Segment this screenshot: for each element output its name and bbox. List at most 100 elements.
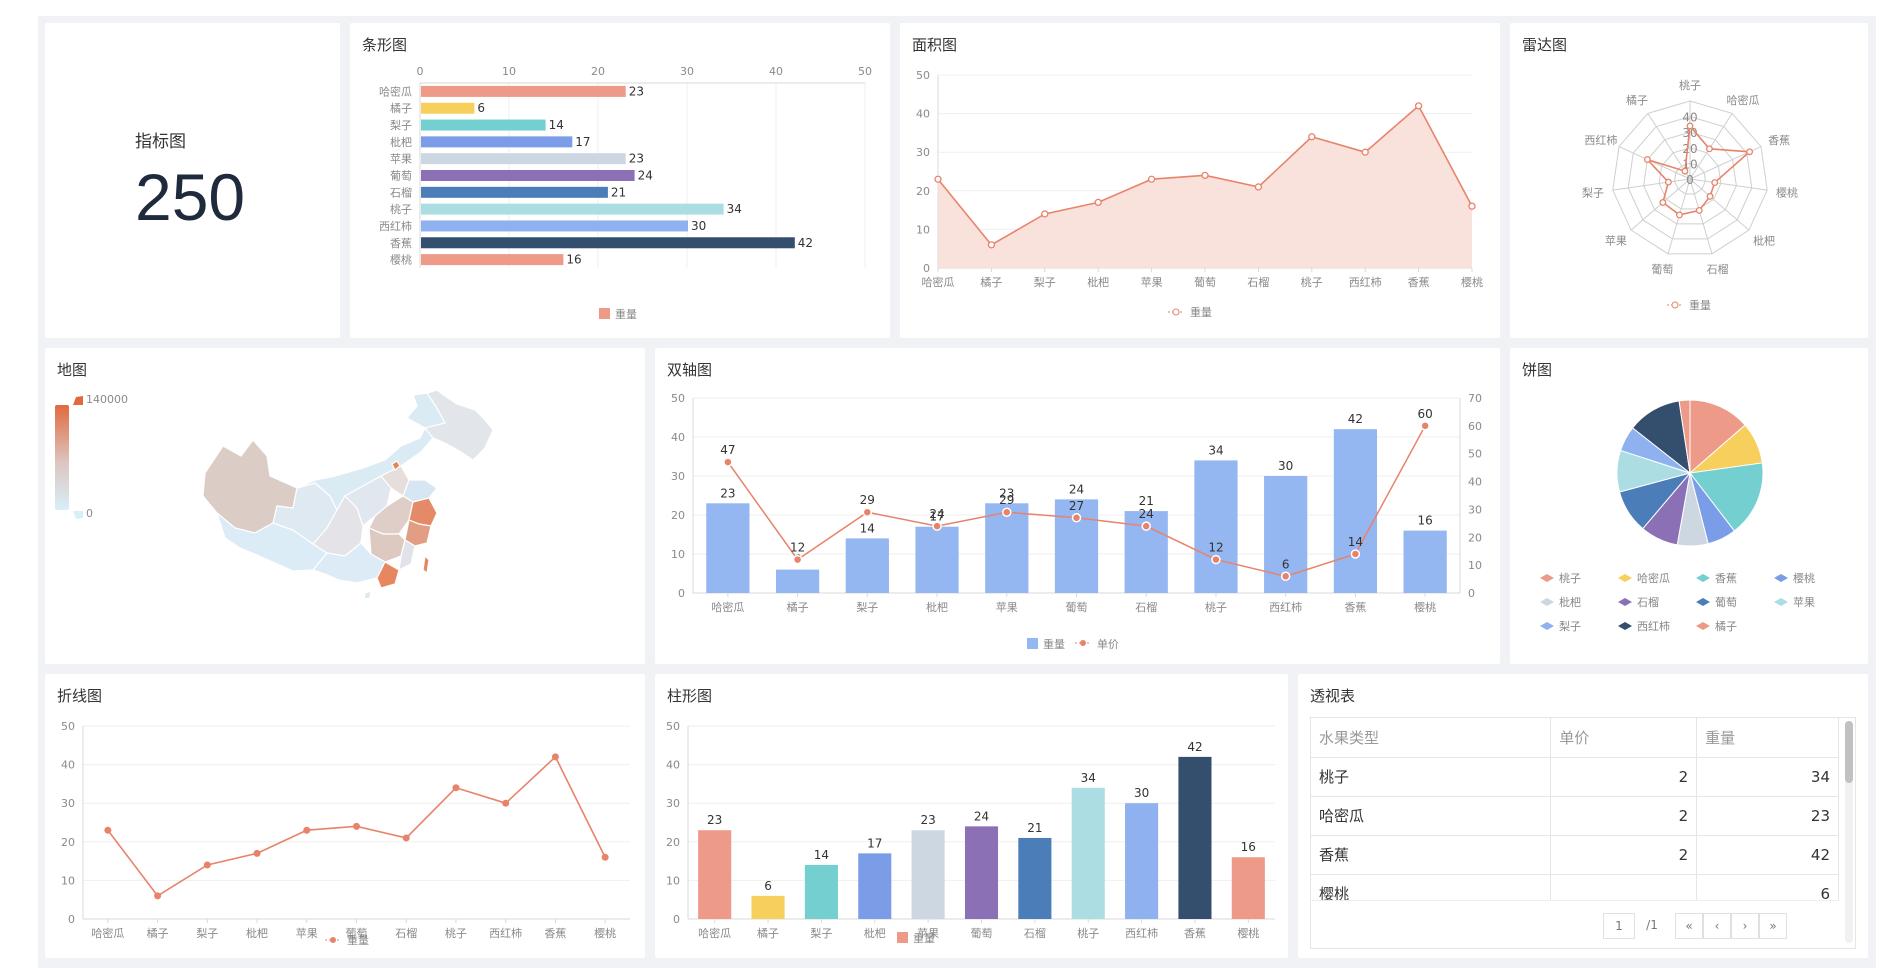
first-page-button[interactable]: « <box>1675 913 1703 939</box>
cell-weight: 23 <box>1696 796 1839 836</box>
x-tick-label: 40 <box>769 65 783 78</box>
area-fill <box>938 105 1472 268</box>
page-number-input[interactable]: 1 <box>1603 913 1635 939</box>
x-tick-label: 西红柿 <box>1125 926 1158 940</box>
visual-map-handle-max[interactable] <box>73 396 83 405</box>
pie-slice <box>1689 462 1764 532</box>
x-tick-label: 西红柿 <box>1349 275 1382 289</box>
data-point <box>502 799 510 807</box>
region-fujian[interactable] <box>398 539 416 572</box>
y-tick-label: 0 <box>678 587 685 600</box>
radar-series-line <box>1644 124 1752 216</box>
y-tick-label: 桃子 <box>390 202 412 216</box>
column-header-unit-price[interactable]: 单价 <box>1550 718 1698 758</box>
column-chart-card: 柱形图 0 10 20 30 40 50 哈密瓜 橘子 梨子 枇杷 苹果 葡萄 石榴 桃子 西红柿 香蕉 樱桃 2… <box>655 674 1288 958</box>
y-right-tick-label: 20 <box>1468 531 1482 544</box>
x-tick-label: 桃子 <box>1301 275 1323 289</box>
visual-map-bar[interactable] <box>55 405 69 510</box>
data-label: 6 <box>764 879 772 893</box>
vertical-scrollbar[interactable] <box>1845 721 1853 943</box>
legend-label: 重量 <box>347 933 369 947</box>
y-tick-label: 30 <box>61 797 75 810</box>
radar-axis-label: 葡萄 <box>1651 263 1673 276</box>
data-point <box>1468 202 1476 210</box>
indicator-name: 指标图 <box>135 132 186 152</box>
region-beijing[interactable] <box>391 460 401 471</box>
line-data-label: 47 <box>720 443 735 457</box>
radar-point <box>1711 179 1719 187</box>
x-tick-label: 樱桃 <box>594 926 616 940</box>
x-tick-label: 苹果 <box>917 926 939 940</box>
legend-label: 香蕉 <box>1715 572 1737 585</box>
x-tick-label: 葡萄 <box>346 927 368 940</box>
column-bar <box>911 830 945 919</box>
data-label: 34 <box>727 202 742 216</box>
last-page-button[interactable]: » <box>1759 913 1787 939</box>
column-chart: 0 10 20 30 40 50 哈密瓜 橘子 梨子 枇杷 苹果 葡萄 石榴 桃子 西红柿 香蕉 樱桃 23 6 14… <box>666 720 1275 945</box>
y-tick-label: 香蕉 <box>390 237 412 250</box>
y-tick-label: 枇杷 <box>390 135 412 149</box>
y-right-tick-label: 0 <box>1468 587 1475 600</box>
bar-data-label: 34 <box>1208 443 1223 457</box>
prev-page-button[interactable]: ‹ <box>1703 913 1731 939</box>
x-tick-label: 梨子 <box>196 926 218 940</box>
cell-weight: 34 <box>1696 757 1839 797</box>
x-tick-label: 哈密瓜 <box>922 275 955 289</box>
legend-label: 重量 <box>1689 298 1711 312</box>
radar-spoke <box>1689 178 1713 254</box>
card-title: 双轴图 <box>667 361 713 379</box>
legend-label: 苹果 <box>1793 595 1815 609</box>
region-taiwan[interactable] <box>422 554 430 575</box>
legend-marker <box>1618 622 1632 630</box>
y-right-tick-label: 70 <box>1468 392 1482 405</box>
region-guangdong[interactable] <box>376 561 400 589</box>
x-tick-label: 20 <box>591 65 605 78</box>
radar-tick-label: 0 <box>1686 173 1694 187</box>
legend-label: 樱桃 <box>1793 571 1815 585</box>
column-header-weight[interactable]: 重量 <box>1696 718 1839 758</box>
data-label: 30 <box>691 219 706 233</box>
y-tick-label: 梨子 <box>390 118 412 132</box>
data-label: 6 <box>477 101 485 115</box>
radar-ring <box>1643 131 1737 225</box>
region-hainan[interactable] <box>363 590 372 600</box>
price-point <box>1420 421 1430 431</box>
bar-data-label: 24 <box>1069 482 1084 496</box>
data-point <box>1308 133 1316 141</box>
x-tick-label: 苹果 <box>996 600 1018 614</box>
x-tick-label: 桃子 <box>1077 926 1099 940</box>
region-northeast[interactable] <box>423 389 494 461</box>
column-bar <box>1178 756 1212 919</box>
y-tick-label: 苹果 <box>390 152 412 166</box>
visual-map-handle-min[interactable] <box>73 511 83 519</box>
y-right-tick-label: 50 <box>1468 448 1482 461</box>
y-tick-label: 40 <box>61 759 75 772</box>
data-label: 23 <box>920 813 935 827</box>
cell-fruit: 桃子 <box>1311 757 1552 797</box>
column-header-fruit-type[interactable]: 水果类型 <box>1311 718 1552 758</box>
visual-map-max-label: 140000 <box>86 393 128 406</box>
radar-chart-card: 雷达图 桃子 哈密瓜 香蕉 樱桃 枇杷 石榴 葡萄 苹果 梨子 西红柿 橘子 0 10 20 30 40 重量 <box>1510 23 1868 338</box>
data-point <box>1254 183 1263 191</box>
legend-marker-price <box>1080 640 1086 646</box>
data-point <box>303 826 311 834</box>
radar-tick-label: 20 <box>1682 142 1697 156</box>
x-tick-label: 哈密瓜 <box>698 926 731 940</box>
radar-point <box>1705 145 1713 153</box>
data-point <box>1201 171 1209 180</box>
line-data-label: 24 <box>1139 507 1154 521</box>
x-tick-label: 香蕉 <box>544 927 566 940</box>
data-label: 17 <box>867 836 882 850</box>
y-tick-label: 10 <box>916 223 930 236</box>
bar <box>421 237 795 249</box>
x-tick-label: 枇杷 <box>1087 275 1109 289</box>
scrollbar-thumb[interactable] <box>1845 721 1853 783</box>
x-tick-label: 枇杷 <box>926 600 948 614</box>
legend-label-price: 单价 <box>1097 638 1119 651</box>
bar <box>421 102 475 114</box>
line-data-label: 24 <box>929 507 944 521</box>
x-tick-label: 10 <box>502 65 516 78</box>
next-page-button[interactable]: › <box>1731 913 1759 939</box>
y-tick-label: 20 <box>61 836 75 849</box>
